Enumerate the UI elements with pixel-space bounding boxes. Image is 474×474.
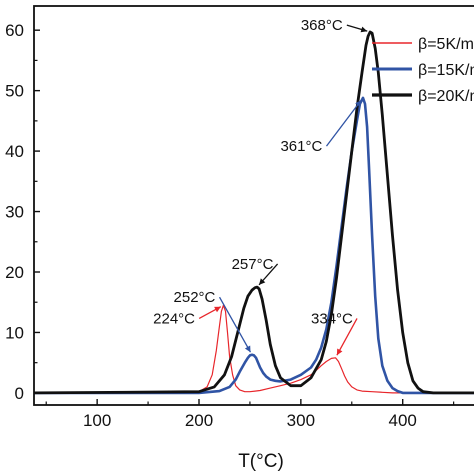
legend: β=5K/min β=15K/min β=20K/min: [372, 36, 474, 105]
plot-frame: [33, 5, 474, 406]
peak-annotation: 368°C: [301, 17, 343, 34]
y-tick-label: 40: [5, 142, 24, 161]
x-tick-label: 300: [287, 411, 315, 430]
peak-annotation: 334°C: [311, 310, 353, 327]
peak-annotation: 257°C: [232, 256, 274, 273]
y-tick-label: 0: [15, 384, 24, 403]
peak-annotation: 224°C: [153, 310, 195, 327]
annotation-arrowhead: [355, 100, 362, 107]
annotation-arrowhead: [336, 348, 343, 356]
y-tick-label: 20: [5, 263, 24, 282]
x-axis: 100200300400500: [45, 399, 455, 430]
peak-annotation: 252°C: [174, 289, 216, 306]
x-axis-title: T(°C): [238, 451, 284, 472]
series-line-3: [33, 30, 474, 395]
x-tick-label: 100: [83, 411, 111, 430]
legend-label: β=20K/min: [418, 88, 474, 105]
annotation-arrow: [325, 99, 362, 147]
legend-label: β=15K/min: [418, 62, 474, 79]
annotation-arrow: [218, 296, 252, 353]
series-line-1: [34, 304, 474, 394]
x-tick-label: 400: [389, 411, 417, 430]
annotation-arrow: [336, 318, 358, 356]
y-tick-label: 10: [5, 323, 24, 342]
x-tick-label: 200: [185, 411, 213, 430]
y-tick-label: 30: [5, 203, 24, 222]
y-axis: 0 10 20 30 40 50 60: [5, 21, 40, 403]
curves-layer: [33, 30, 474, 395]
series-line-2: [34, 96, 474, 395]
y-tick-label: 60: [5, 21, 24, 40]
y-tick-label: 50: [5, 82, 24, 101]
annotations-layer: 224°C 252°C 257°C 334°C 361°C 368°C: [153, 17, 368, 356]
peak-annotation: 361°C: [280, 138, 322, 155]
annotation-arrowhead: [259, 278, 266, 285]
annotation-arrowhead: [214, 306, 221, 313]
legend-label: β=5K/min: [418, 36, 474, 53]
annotation-arrowhead: [360, 26, 368, 33]
annotation-arrowhead: [244, 345, 251, 353]
